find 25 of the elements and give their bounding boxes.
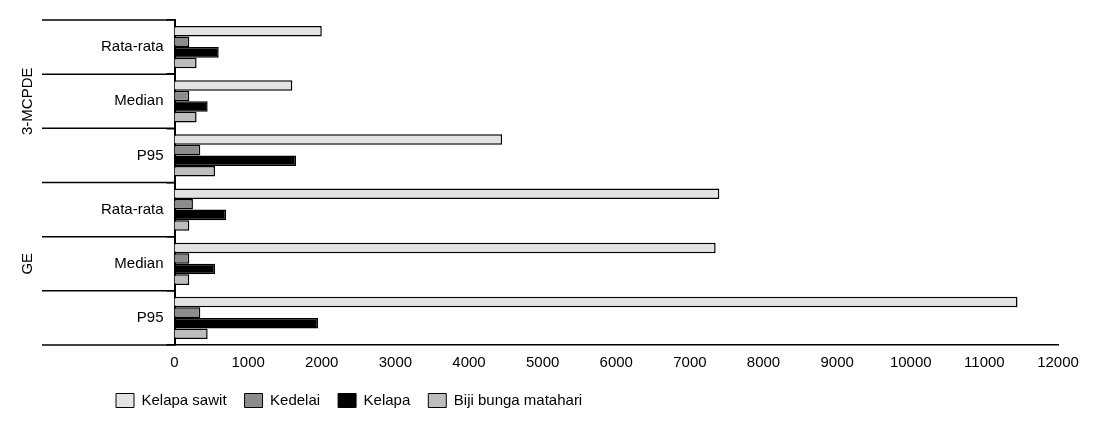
y-tick-label: Median <box>114 91 164 109</box>
x-tick-label: 4000 <box>452 353 486 371</box>
text: GE <box>18 252 36 275</box>
x-tick-label: 8000 <box>746 353 781 371</box>
legend-label: Biji bunga matahari <box>453 390 583 408</box>
x-tick-label: 5000 <box>525 353 560 371</box>
y-tick-label: P95 <box>136 145 164 163</box>
x-tick-label: 10000 <box>889 353 932 371</box>
x-tick-label: 6000 <box>599 353 633 371</box>
y-tick-label: Rata-rata <box>101 199 165 217</box>
y-tick-label: Median <box>114 253 164 271</box>
text: 3-MCPDE <box>18 67 36 136</box>
x-tick-label: 9000 <box>820 353 854 371</box>
x-tick-label: 11000 <box>964 353 1005 371</box>
y-tick-label: P95 <box>136 308 164 326</box>
x-tick-label: 1000 <box>231 353 265 371</box>
legend-label: Kelapa sawit <box>141 390 228 408</box>
legend-label: Kedelai <box>270 390 321 408</box>
x-tick-label: 3000 <box>378 353 413 371</box>
x-tick-label: 12000 <box>1037 353 1079 371</box>
legend-label: Kelapa <box>363 390 411 408</box>
x-tick-label: 2000 <box>305 353 339 371</box>
y-tick-label: Rata-rata <box>101 37 165 55</box>
x-tick-label: 7000 <box>673 353 707 371</box>
x-tick-label: 0 <box>170 353 179 371</box>
